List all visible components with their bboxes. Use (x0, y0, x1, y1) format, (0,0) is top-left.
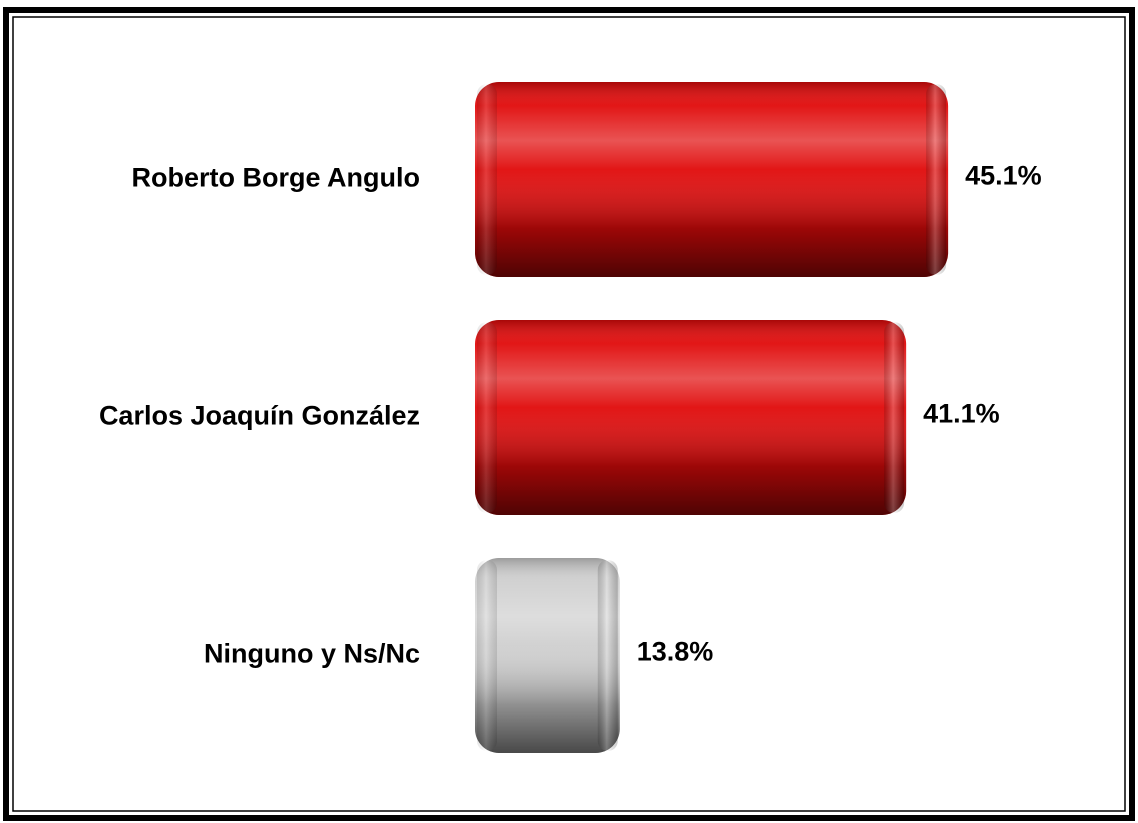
bar-shading (475, 558, 620, 753)
frame-inner (12, 16, 1126, 812)
bar-cap (884, 322, 905, 513)
bar-cap (926, 84, 947, 275)
category-label: Ninguno y Ns/Nc (204, 639, 420, 669)
bar-cap (477, 322, 497, 513)
bar-cap (477, 560, 497, 751)
category-label: Carlos Joaquín González (99, 401, 420, 431)
bar-shading (475, 82, 949, 277)
bar-cap (597, 560, 618, 751)
value-label: 13.8% (637, 637, 714, 667)
bar-cap (477, 84, 497, 275)
bar-shading (475, 320, 907, 515)
frame (3, 7, 1135, 821)
category-label: Roberto Borge Angulo (132, 163, 420, 193)
value-label: 45.1% (965, 161, 1042, 191)
value-label: 41.1% (923, 399, 1000, 429)
